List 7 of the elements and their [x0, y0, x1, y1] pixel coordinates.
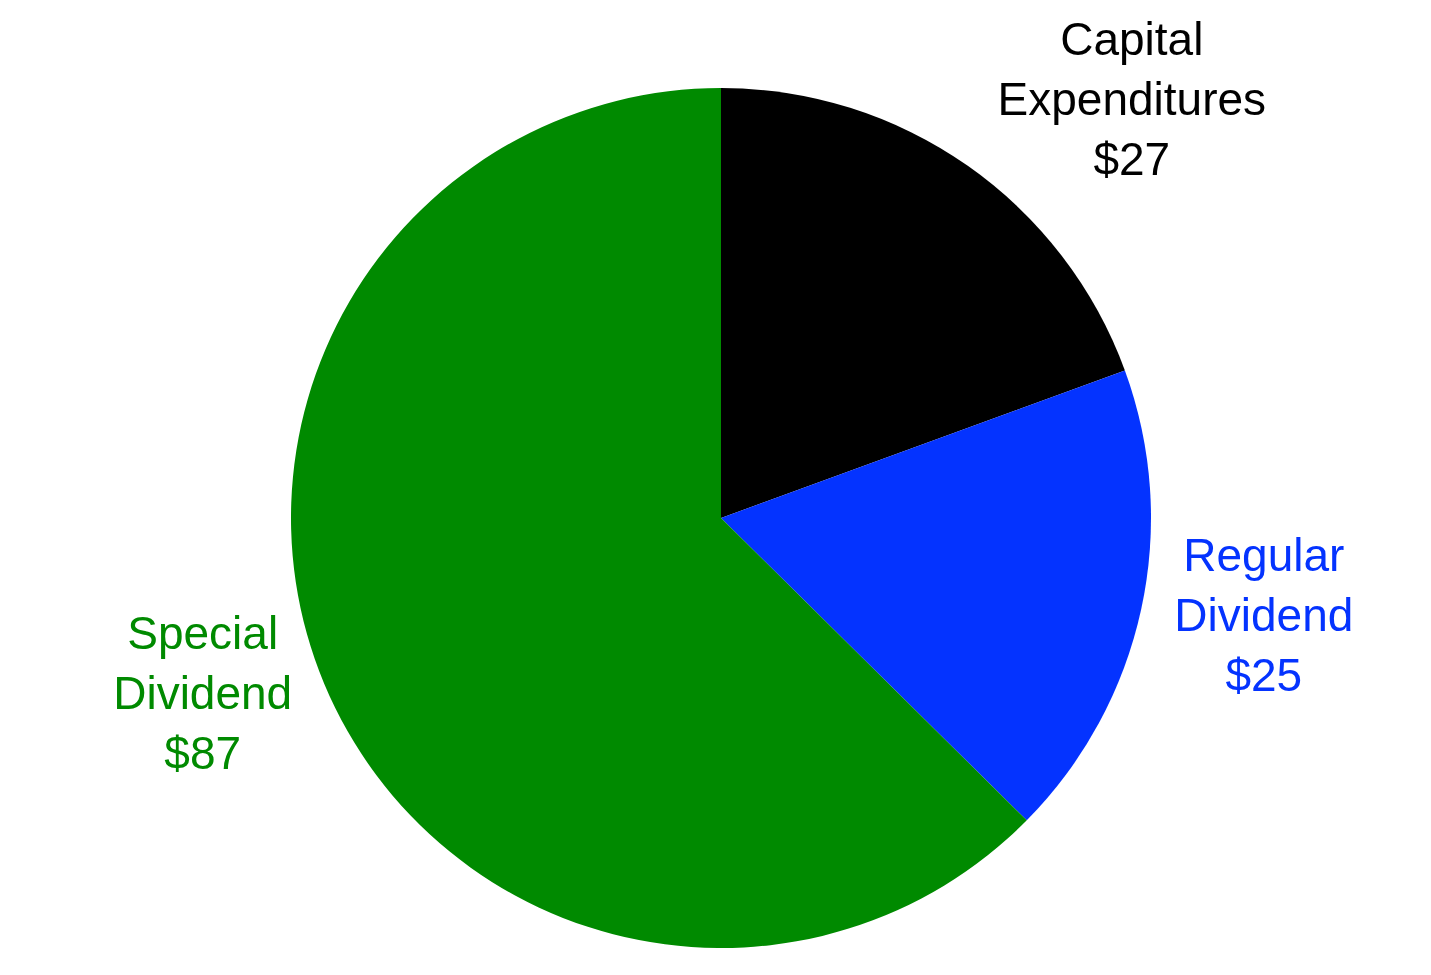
slice-label: Regular Dividend [1174, 529, 1354, 642]
slice-label: Special Dividend [113, 606, 293, 719]
data-label: $27 [1093, 132, 1171, 185]
pie-slice [721, 370, 1151, 821]
data-label: $87 [164, 726, 242, 779]
slice-label: Capital Expenditures [997, 12, 1267, 125]
data-label: $25 [1225, 649, 1303, 702]
